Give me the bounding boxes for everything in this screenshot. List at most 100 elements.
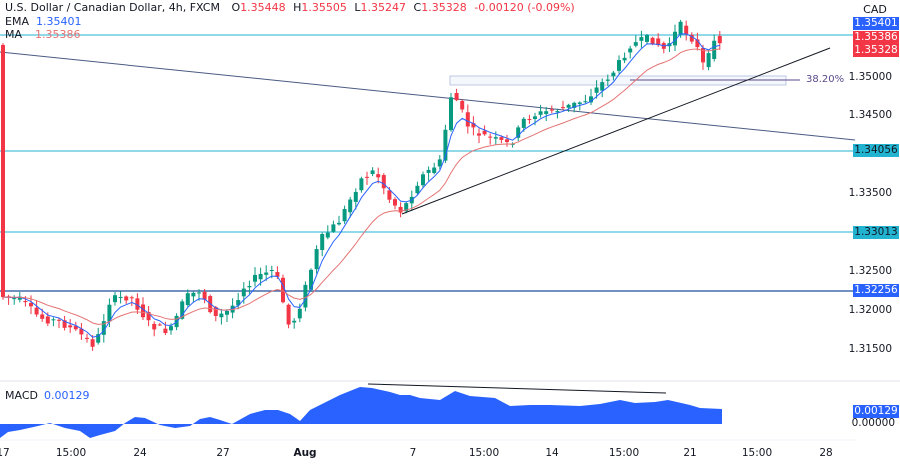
- candle-body: [488, 136, 493, 138]
- time-tick: 15:00: [468, 447, 500, 459]
- candle-body: [538, 111, 543, 115]
- candle-body: [482, 130, 487, 135]
- candle-body: [650, 37, 655, 45]
- candle-body: [90, 339, 95, 347]
- candle-body: [73, 325, 78, 330]
- candle-body: [673, 31, 677, 46]
- candle-body: [213, 307, 218, 317]
- candle-body: [241, 288, 246, 297]
- candle-body: [521, 118, 526, 128]
- time-tick: 14: [545, 447, 559, 459]
- candle-body: [309, 269, 313, 290]
- candle-body: [152, 323, 157, 330]
- descending-trendline: [0, 51, 856, 141]
- candle-body: [689, 34, 694, 42]
- candle-body: [622, 57, 627, 61]
- candle-body: [370, 170, 375, 174]
- candle-body: [645, 35, 649, 42]
- candle-body: [566, 104, 571, 108]
- candle-body: [454, 93, 459, 101]
- symbol-title: U.S. Dollar / Canadian Dollar, 4h, FXCM: [5, 1, 220, 14]
- candle-body: [17, 296, 22, 300]
- ma-label: MA: [5, 28, 23, 41]
- high-label: H: [293, 1, 302, 14]
- candle-body: [443, 129, 448, 161]
- candle-body: [701, 48, 705, 63]
- ema-legend[interactable]: EMA 1.35401: [5, 15, 81, 29]
- candle-body: [197, 292, 201, 294]
- low-label: L: [354, 1, 361, 14]
- candle-body: [135, 298, 140, 310]
- ma-line: [2, 48, 720, 325]
- candle-body: [163, 328, 168, 334]
- candle-body: [432, 167, 437, 174]
- level-price-tag: 1.32256: [853, 284, 899, 297]
- last-price-tag: 1.35328: [853, 44, 899, 57]
- time-tick: 27: [216, 447, 230, 459]
- candle-body: [695, 39, 700, 48]
- candle-body: [202, 291, 207, 300]
- price-tick: 1.32500: [848, 265, 892, 277]
- high-value: 1.35505: [301, 1, 347, 14]
- candle-body: [706, 53, 711, 68]
- candle-body: [337, 222, 341, 225]
- candle-body: [325, 232, 330, 238]
- candle-body: [292, 320, 297, 323]
- time-tick: 21: [683, 447, 697, 459]
- candle-body: [426, 169, 431, 173]
- ema-label: EMA: [5, 15, 29, 28]
- candle-body: [129, 297, 134, 299]
- candle-body: [275, 272, 280, 277]
- time-tick: 15:00: [741, 447, 773, 459]
- symbol-legend: U.S. Dollar / Canadian Dollar, 4h, FXCM …: [5, 1, 575, 15]
- time-tick: 28: [819, 447, 833, 459]
- candle-body: [157, 324, 162, 326]
- candle-body: [45, 316, 50, 324]
- macd-legend[interactable]: MACD 0.00129: [5, 389, 89, 403]
- candle-body: [29, 302, 33, 307]
- candle-body: [555, 111, 560, 113]
- macd-value: 0.00129: [43, 389, 90, 402]
- candle-body: [258, 273, 263, 280]
- candle-body: [717, 35, 722, 44]
- candle-body: [684, 25, 689, 35]
- ma-value: 1.35386: [35, 28, 81, 41]
- ascending-trendline: [401, 47, 831, 215]
- candle-body: [572, 102, 577, 108]
- candle-body: [398, 206, 403, 213]
- price-tick: 1.32000: [848, 304, 892, 316]
- candle-body: [493, 137, 498, 139]
- candle-body: [611, 72, 616, 77]
- candle-body: [365, 176, 369, 178]
- ma-legend[interactable]: MA 1.35386: [5, 28, 81, 42]
- macd-divergence-line: [367, 383, 667, 394]
- candle-body: [185, 293, 190, 306]
- currency-label[interactable]: CAD: [856, 1, 894, 19]
- ema-price-tag: 1.35401: [853, 17, 899, 30]
- level-price-tag: 1.34056: [853, 144, 899, 157]
- candle-body: [118, 297, 123, 299]
- candle-body: [605, 79, 610, 81]
- candle-body: [40, 314, 45, 319]
- change-value: -0.00120 (-0.09%): [474, 1, 575, 14]
- macd-area: [0, 387, 722, 438]
- candle-body: [600, 82, 605, 91]
- candle-body: [253, 274, 257, 282]
- candle-body: [589, 96, 593, 103]
- candle-body: [527, 119, 532, 121]
- candle-body: [477, 133, 481, 136]
- candle-body: [656, 38, 661, 46]
- candle-body: [236, 300, 241, 306]
- candle-body: [404, 203, 409, 212]
- candle-body: [387, 190, 392, 200]
- candle-body: [107, 304, 112, 322]
- candle-body: [471, 123, 476, 128]
- macd-label: MACD: [5, 389, 38, 402]
- candle-body: [281, 277, 285, 303]
- close-value: 1.35328: [421, 1, 467, 14]
- candle-body: [169, 326, 173, 331]
- fib-level-label: 38.20%: [806, 74, 845, 85]
- candle-body: [113, 295, 117, 303]
- candle-body: [633, 42, 638, 46]
